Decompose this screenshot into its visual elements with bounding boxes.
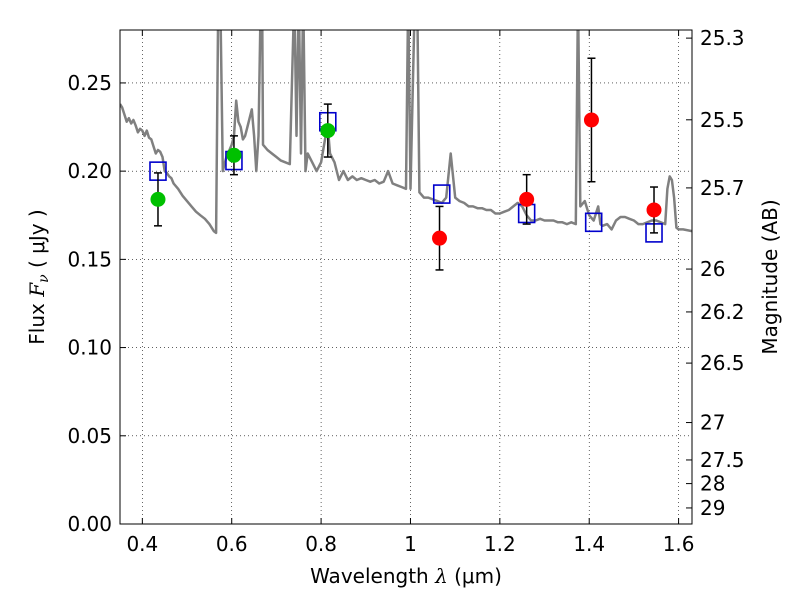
y-tick-label: 0.25 <box>67 71 112 95</box>
observed-data-point <box>320 123 336 139</box>
model-photometry-square <box>432 184 451 204</box>
x-tick-label: 1 <box>404 532 417 556</box>
y2-tick-label: 28 <box>700 472 725 496</box>
plot-frame <box>119 29 693 525</box>
observed-data-point <box>150 191 166 207</box>
x-tick-label: 0.8 <box>305 532 337 556</box>
x-tick-label: 1.2 <box>484 532 516 556</box>
y2-tick-label: 25.3 <box>700 26 745 50</box>
y-tick-label: 0.05 <box>67 424 112 448</box>
y2-tick-label: 25.5 <box>700 108 745 132</box>
observed-data-point <box>432 230 448 246</box>
y-axis-label-unit: ( μJy ) <box>25 209 49 274</box>
axis-ticks: 0.4 0.6 0.8 1 1.2 1.4 1.6 0.00 0.05 0.10 0.15 0.20 0… <box>67 26 744 556</box>
y-axis-label: Flux Fν ( μJy ) <box>25 209 52 344</box>
plot-area <box>120 30 692 271</box>
y-tick-label: 0.00 <box>67 512 112 536</box>
y-axis-label-symbol: F <box>25 282 49 298</box>
y-axis-label-prefix: Flux <box>25 297 49 345</box>
observed-data-point <box>226 147 242 163</box>
x-axis-label-prefix: Wavelength <box>310 564 435 588</box>
y-tick-label: 0.15 <box>67 247 112 271</box>
x-tick-label: 0.4 <box>126 532 158 556</box>
x-tick-label: 1.4 <box>573 532 605 556</box>
model-spectrum-line <box>120 30 692 235</box>
x-axis-label-symbol: λ <box>434 564 448 588</box>
y2-tick-label: 26 <box>700 257 725 281</box>
y2-tick-label: 27 <box>700 411 725 435</box>
x-tick-label: 1.6 <box>663 532 695 556</box>
observed-data-point <box>646 202 662 218</box>
y-tick-label: 0.10 <box>67 336 112 360</box>
y2-tick-label: 25.7 <box>700 176 745 200</box>
y2-tick-label: 26.2 <box>700 300 745 324</box>
y2-tick-label: 26.5 <box>700 351 745 375</box>
x-axis-label: Wavelength λ (μm) <box>310 564 502 588</box>
x-axis-label-unit: (μm) <box>448 564 502 588</box>
y2-axis-label: Magnitude (AB) <box>758 199 782 354</box>
observed-data-point <box>583 112 599 128</box>
x-tick-label: 0.6 <box>216 532 248 556</box>
observed-data-point <box>519 191 535 207</box>
y-axis-label-subscript: ν <box>36 274 52 283</box>
model-photometry-square <box>584 212 603 233</box>
y-tick-label: 0.20 <box>67 159 112 183</box>
y2-tick-label: 27.5 <box>700 448 745 472</box>
y2-tick-label: 29 <box>700 496 725 520</box>
